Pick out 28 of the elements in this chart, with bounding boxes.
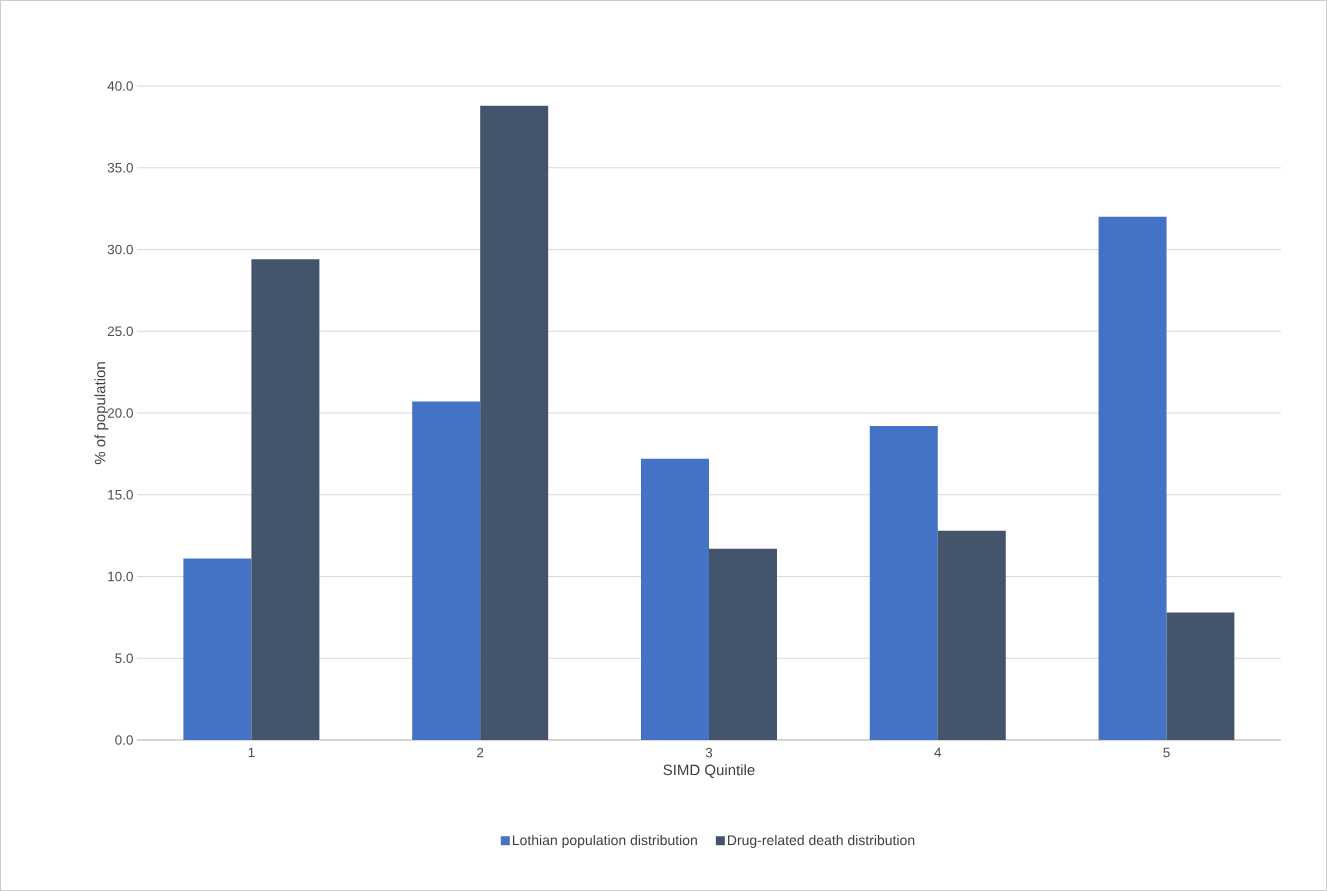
bar <box>183 558 252 740</box>
bar <box>708 548 777 740</box>
bar <box>1166 612 1235 740</box>
y-tick-label: 35.0 <box>107 162 133 173</box>
y-tick-label: 30.0 <box>107 244 133 255</box>
y-tick-label: 5.0 <box>115 653 133 664</box>
legend-label: Drug-related death distribution <box>727 834 915 848</box>
bar <box>937 530 1006 740</box>
bar <box>1098 216 1167 740</box>
y-tick-label: 15.0 <box>108 489 133 500</box>
y-tick-label: 25.0 <box>107 326 133 337</box>
y-tick-label: 10.0 <box>108 571 133 582</box>
y-tick-label: 20.0 <box>107 408 133 418</box>
x-axis-title: SIMD Quintile <box>663 764 755 778</box>
x-tick-label: 4 <box>934 747 942 758</box>
y-tick-label: 0.0 <box>115 735 133 745</box>
bar <box>640 458 709 740</box>
y-tick-label: 40.0 <box>107 81 133 91</box>
x-tick-label: 5 <box>1163 747 1170 758</box>
x-tick-label: 1 <box>248 747 255 758</box>
y-axis-title: % of population <box>94 362 109 465</box>
bar <box>869 426 938 740</box>
legend-label: Lothian population distribution <box>512 834 697 848</box>
bar <box>251 259 320 740</box>
bar <box>412 401 481 740</box>
bar <box>480 105 549 740</box>
x-tick-label: 3 <box>705 747 713 758</box>
x-tick-label: 2 <box>477 747 484 758</box>
